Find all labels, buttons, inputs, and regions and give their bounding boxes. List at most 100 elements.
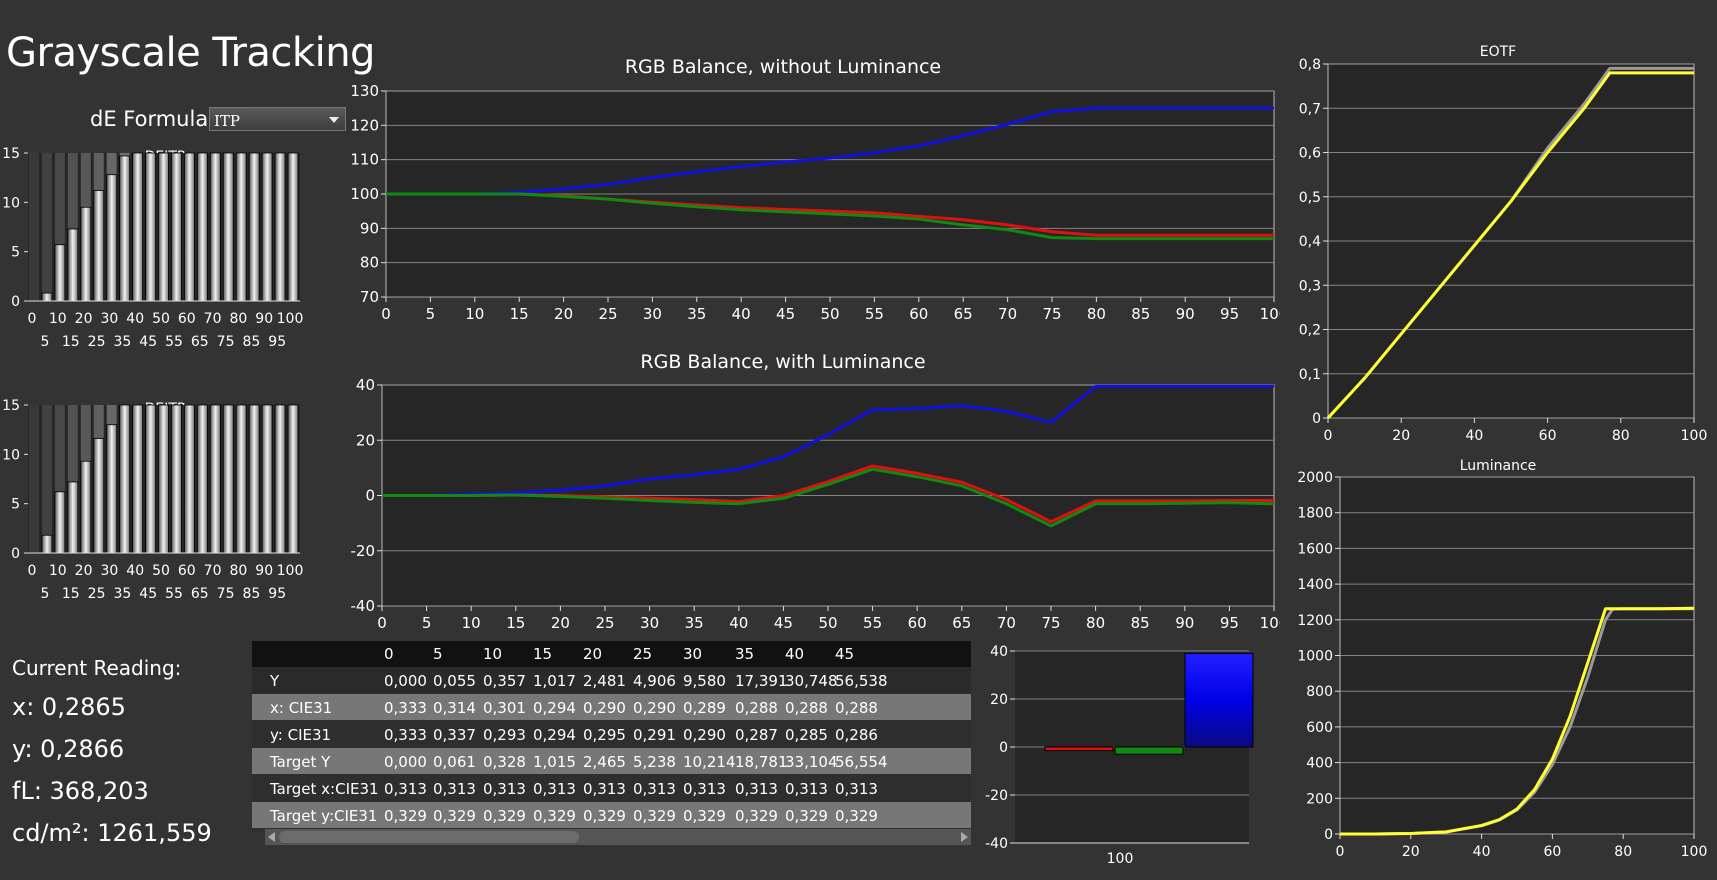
eotf-title: EOTF: [1480, 44, 1516, 60]
rgb-balance-title: RGB Balance, with Luminance: [640, 351, 925, 373]
x-tick-label: 85: [1131, 614, 1150, 632]
table-cell: 0,313: [735, 780, 778, 798]
y-tick-label: 0: [11, 294, 20, 310]
y-tick-label: 1200: [1297, 613, 1333, 629]
y-tick-label: -20: [351, 542, 376, 560]
y-tick-label: 400: [1306, 756, 1333, 772]
x-tick-label: 0: [28, 311, 37, 327]
x-tick-label: 25: [88, 586, 106, 602]
table-cell: 0,290: [683, 726, 726, 744]
table-row[interactable]: Target y:CIE31 0,329 0,329 0,329 0,329 0,329 0…: [252, 802, 971, 828]
gray-reference-bar: [54, 153, 65, 301]
table-row[interactable]: Target Y 0,000 0,061 0,328 1,015 2,465 5,238 10…: [252, 748, 971, 774]
table-cell: 0,329: [384, 807, 427, 825]
row-label: Target y:CIE31: [270, 807, 378, 825]
table-row[interactable]: Y 0,000 0,055 0,357 1,017 2,481 4,906 9,580 17,3…: [252, 667, 971, 693]
x-tick-label: 35: [685, 614, 704, 632]
x-tick-label: 35: [113, 586, 131, 602]
x-tick-label: 80: [229, 563, 247, 579]
x-tick-label: 80: [1086, 614, 1105, 632]
x-tick-label: 45: [776, 305, 795, 323]
x-tick-label: 30: [640, 614, 659, 632]
table-cell: 33,104: [785, 753, 838, 771]
de-bar: [158, 152, 169, 302]
de-formula-select[interactable]: ITP: [209, 107, 346, 131]
dropdown-arrow-icon[interactable]: [329, 117, 339, 123]
de-bar: [119, 155, 131, 302]
table-cell: 0,055: [433, 672, 476, 690]
table-cell: 0,329: [735, 807, 778, 825]
y-tick-label: 80: [360, 254, 379, 272]
table-cell: 0,289: [683, 699, 726, 717]
measurement-table[interactable]: 0 5 10 15 20 25 30 35 40 45 Y 0,000 0,055 0,357 1,017 2…: [252, 641, 971, 832]
table-row[interactable]: x: CIE31 0,333 0,314 0,301 0,294 0,290 0,290 0,…: [252, 694, 971, 720]
scrollbar-thumb[interactable]: [279, 831, 579, 843]
table-cell: 0,329: [785, 807, 828, 825]
de-bar: [93, 190, 105, 302]
column-header: 35: [735, 645, 755, 663]
x-tick-label: 90: [255, 563, 273, 579]
rgb-bar-plot: -40 -20 0 20 40 100: [985, 645, 1254, 867]
x-tick-label: 10: [465, 305, 484, 323]
table-cell: 0,313: [583, 780, 626, 798]
de-bar: [184, 152, 195, 302]
x-tick-label: 65: [191, 586, 209, 602]
table-cell: 0,000: [384, 753, 427, 771]
x-tick-label: 20: [75, 563, 93, 579]
x-tick-label: 35: [687, 305, 706, 323]
table-cell: 0,329: [583, 807, 626, 825]
table-cell: 0,313: [433, 780, 476, 798]
rgb-balance-without-luminance-chart: RGB Balance, without Luminance 708090100…: [350, 56, 1280, 323]
x-tick-label: 60: [908, 614, 927, 632]
gray-reference-bar: [29, 153, 39, 301]
table-cell: 0,313: [835, 780, 878, 798]
table-cell: 5,238: [633, 753, 676, 771]
table-cell: 0,313: [683, 780, 726, 798]
x-tick-label: 40: [126, 563, 144, 579]
x-tick-label: 30: [643, 305, 662, 323]
gray-reference-bar: [41, 405, 52, 553]
x-tick-label: 55: [865, 305, 884, 323]
gray-reference-bar: [67, 153, 78, 301]
y-tick-label: 90: [360, 219, 379, 237]
row-label: Y: [270, 672, 280, 690]
y-tick-label: 120: [350, 116, 379, 134]
de-bar: [235, 404, 247, 554]
blue-series-line: [386, 106, 1274, 196]
scroll-right-icon[interactable]: [961, 832, 968, 842]
x-tick-label: 50: [152, 311, 170, 327]
table-cell: 0,061: [433, 753, 476, 771]
table-row[interactable]: y: CIE31 0,333 0,337 0,293 0,294 0,295 0,291 0,…: [252, 721, 971, 747]
x-tick-label: 45: [139, 334, 157, 350]
table-cell: 0,287: [735, 726, 778, 744]
y-tick-label: -40: [351, 597, 376, 615]
luminance-plot: 0 200 400 600 800 1000 1200 1400 1600 1800 2000 0 20…: [1297, 470, 1707, 860]
yellow-series-line: [1340, 606, 1695, 836]
de-bar: [222, 404, 234, 554]
column-header: 0: [384, 645, 394, 663]
table-row[interactable]: Target x:CIE31 0,313 0,313 0,313 0,313 0,313 0…: [252, 775, 971, 801]
de-bar: [171, 404, 182, 554]
table-horizontal-scrollbar[interactable]: [265, 829, 971, 845]
x-tick-label: 20: [554, 305, 573, 323]
x-tick-label: 40: [126, 311, 144, 327]
table-cell: 0,000: [384, 672, 427, 690]
y-tick-label: 0,4: [1299, 234, 1321, 250]
reading-cdm2: cd/m²: 1261,559: [12, 819, 212, 847]
x-tick-label: 15: [506, 614, 525, 632]
de-bar: [132, 404, 143, 554]
de-bar: [248, 404, 260, 554]
x-tick-label: 10: [49, 311, 67, 327]
table-cell: 0,290: [583, 699, 626, 717]
table-cell: 0,337: [433, 726, 476, 744]
y-tick-label: 10: [2, 195, 20, 211]
de-bar: [171, 152, 182, 302]
scroll-left-icon[interactable]: [268, 832, 275, 842]
rgb-balance-title: RGB Balance, without Luminance: [625, 56, 941, 78]
table-cell: 0,313: [533, 780, 576, 798]
y-tick-label: 5: [11, 245, 20, 261]
red-bar: [1044, 746, 1114, 752]
y-tick-label: 0,8: [1299, 57, 1321, 73]
de-bar: [67, 481, 79, 554]
x-tick-label: 70: [204, 311, 222, 327]
